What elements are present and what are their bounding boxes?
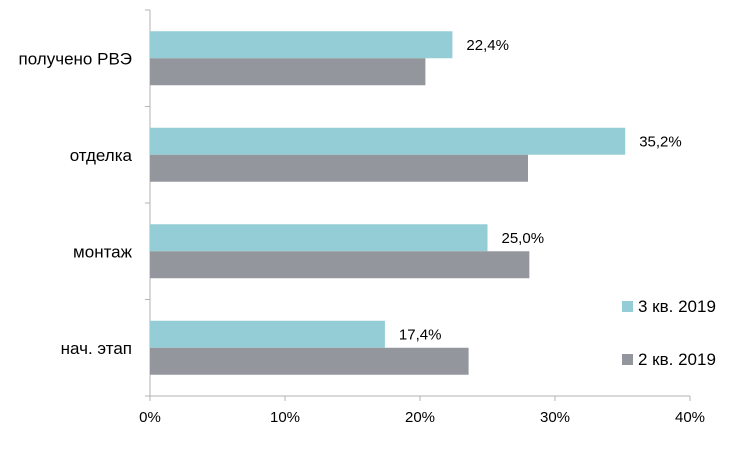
x-tick-label: 20% bbox=[405, 409, 435, 426]
bar-2q-2019 bbox=[150, 58, 426, 86]
bar-2q-2019 bbox=[150, 347, 469, 375]
x-tick-label: 10% bbox=[270, 409, 300, 426]
x-tick-label: 40% bbox=[675, 409, 705, 426]
bar-2q-2019 bbox=[150, 251, 530, 279]
x-tick-label: 30% bbox=[540, 409, 570, 426]
data-label: 35,2% bbox=[639, 133, 682, 150]
bar-3q-2019 bbox=[150, 224, 488, 252]
category-label: нач. этап bbox=[61, 339, 132, 358]
category-label: получено РВЭ bbox=[19, 49, 132, 68]
data-label: 25,0% bbox=[502, 230, 545, 247]
legend: 3 кв. 2019 2 кв. 2019 bbox=[622, 297, 716, 369]
legend-swatch bbox=[622, 354, 633, 365]
labels: 0% 10% 20% 30% 40% 22,4% получено РВЭ 35,2% отде… bbox=[19, 37, 706, 426]
x-tick-label: 0% bbox=[139, 409, 161, 426]
bar-2q-2019 bbox=[150, 154, 528, 182]
data-label: 17,4% bbox=[399, 326, 442, 343]
bars bbox=[150, 31, 626, 375]
legend-label: 3 кв. 2019 bbox=[638, 297, 716, 316]
bar-3q-2019 bbox=[150, 320, 385, 348]
category-label: монтаж bbox=[73, 242, 133, 261]
bar-3q-2019 bbox=[150, 31, 453, 59]
legend-label: 2 кв. 2019 bbox=[638, 350, 716, 369]
category-label: отделка bbox=[70, 146, 133, 165]
legend-swatch bbox=[622, 301, 633, 312]
bar-3q-2019 bbox=[150, 127, 626, 155]
data-label: 22,4% bbox=[466, 37, 509, 54]
